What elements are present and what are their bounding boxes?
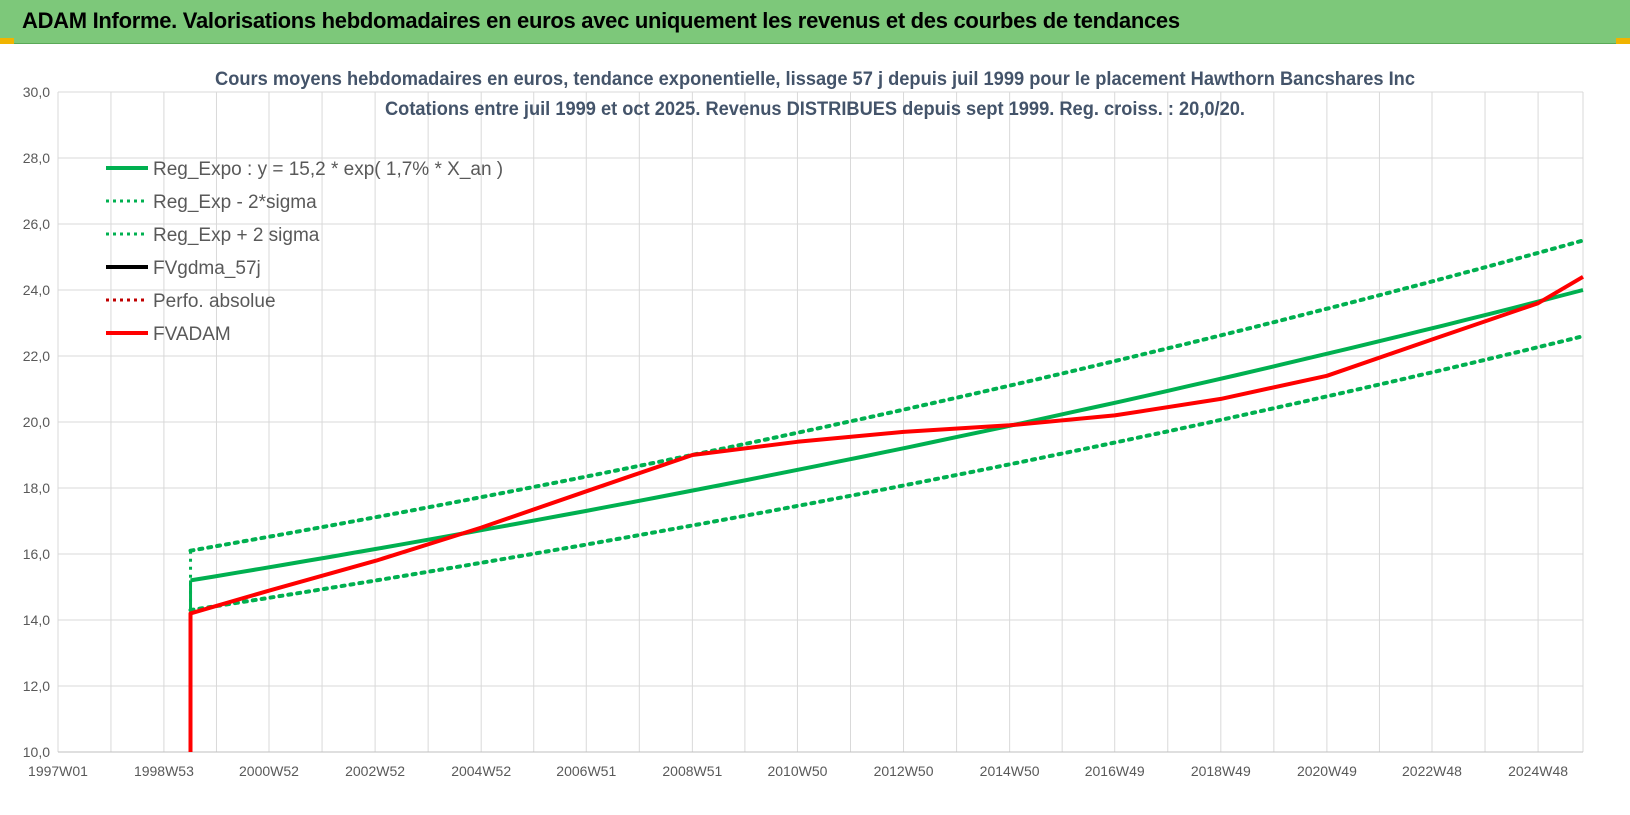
y-tick-label: 24,0 bbox=[23, 282, 50, 298]
x-tick-label: 2020W49 bbox=[1297, 763, 1357, 779]
x-tick-label: 2006W51 bbox=[556, 763, 616, 779]
y-tick-label: 26,0 bbox=[23, 216, 50, 232]
legend-label: Reg_Expo : y = 15,2 * exp( 1,7% * X_an ) bbox=[153, 159, 503, 180]
x-tick-label: 2024W48 bbox=[1508, 763, 1568, 779]
series-reg-minus-2sigma bbox=[188, 334, 1585, 613]
y-tick-label: 30,0 bbox=[23, 84, 50, 100]
legend-label: Perfo. absolue bbox=[153, 291, 276, 312]
x-tick-label: 2016W49 bbox=[1085, 763, 1145, 779]
x-tick-label: 2018W49 bbox=[1191, 763, 1251, 779]
series-reg-plus-2sigma bbox=[188, 238, 1585, 553]
corner-accent-left bbox=[0, 38, 14, 44]
corner-accent-right bbox=[1616, 38, 1630, 44]
x-tick-label: 2022W48 bbox=[1402, 763, 1462, 779]
y-tick-label: 20,0 bbox=[23, 414, 50, 430]
axis-layer: 10,0 12,0 14,0 16,0 18,0 20,0 22,0 24,0 26,0 28,0… bbox=[23, 84, 1583, 779]
chart-svg: 10,0 12,0 14,0 16,0 18,0 20,0 22,0 24,0 26,0 28,0… bbox=[23, 69, 1585, 779]
x-tick-label: 2010W50 bbox=[767, 763, 827, 779]
legend-label: FVgdma_57j bbox=[153, 258, 261, 279]
chart-title: Cours moyens hebdomadaires en euros, ten… bbox=[215, 69, 1415, 90]
series-layer bbox=[188, 238, 1585, 752]
legend: Reg_Expo : y = 15,2 * exp( 1,7% * X_an )… bbox=[106, 159, 503, 345]
grid-layer bbox=[57, 91, 1584, 753]
y-tick-label: 18,0 bbox=[23, 480, 50, 496]
legend-label: Reg_Exp + 2 sigma bbox=[153, 225, 320, 246]
series-fvadam bbox=[188, 275, 1585, 752]
y-tick-label: 22,0 bbox=[23, 348, 50, 364]
chart-subtitle: Cotations entre juil 1999 et oct 2025. R… bbox=[385, 99, 1245, 120]
y-tick-label: 28,0 bbox=[23, 150, 50, 166]
x-tick-label: 2008W51 bbox=[662, 763, 722, 779]
legend-label: FVADAM bbox=[153, 324, 231, 345]
x-tick-label: 2004W52 bbox=[451, 763, 511, 779]
x-tick-label: 2000W52 bbox=[239, 763, 299, 779]
legend-label: Reg_Exp - 2*sigma bbox=[153, 192, 317, 213]
chart-area: 10,0 12,0 14,0 16,0 18,0 20,0 22,0 24,0 26,0 28,0… bbox=[0, 44, 1630, 815]
series-reg-expo bbox=[190, 288, 1584, 583]
y-tick-label: 16,0 bbox=[23, 546, 50, 562]
x-tick-label: 1998W53 bbox=[134, 763, 194, 779]
x-tick-label: 2002W52 bbox=[345, 763, 405, 779]
banner-title: ADAM Informe. Valorisations hebdomadaire… bbox=[22, 8, 1180, 33]
x-tick-label: 1997W01 bbox=[28, 763, 88, 779]
y-tick-label: 14,0 bbox=[23, 612, 50, 628]
x-tick-label: 2014W50 bbox=[980, 763, 1040, 779]
x-tick-label: 2012W50 bbox=[874, 763, 934, 779]
y-tick-label: 12,0 bbox=[23, 678, 50, 694]
banner: ADAM Informe. Valorisations hebdomadaire… bbox=[0, 0, 1630, 44]
y-tick-label: 10,0 bbox=[23, 744, 50, 760]
